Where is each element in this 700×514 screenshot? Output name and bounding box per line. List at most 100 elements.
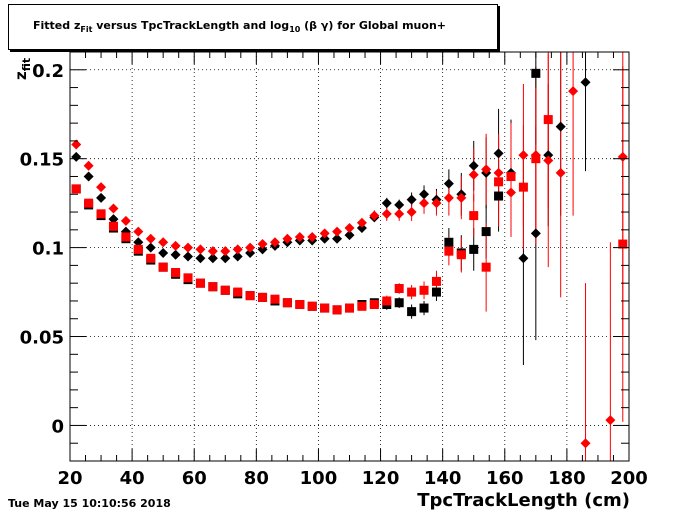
- square-marker: [245, 291, 255, 301]
- square-marker: [407, 287, 417, 297]
- square-marker: [220, 285, 230, 295]
- diamond-marker: [120, 215, 131, 226]
- diamond-marker: [307, 231, 318, 242]
- x-tick-label: 20: [57, 468, 82, 489]
- diamond-marker: [394, 199, 405, 210]
- diamond-marker: [356, 223, 367, 234]
- diamond-marker: [232, 244, 243, 255]
- diamond-marker: [319, 233, 330, 244]
- square-marker: [258, 292, 268, 302]
- square-marker: [531, 154, 541, 164]
- square-marker: [481, 262, 491, 272]
- square-marker: [481, 227, 491, 237]
- diamond-marker: [419, 189, 430, 200]
- diamond-marker: [220, 253, 231, 264]
- square-marker: [469, 244, 479, 254]
- diamond-marker: [282, 233, 293, 244]
- diamond-marker: [543, 155, 554, 166]
- square-marker: [121, 232, 131, 242]
- square-marker: [419, 285, 429, 295]
- square-marker: [208, 282, 218, 292]
- diamond-marker: [369, 210, 380, 221]
- diamond-marker: [406, 207, 417, 218]
- diamond-marker: [530, 228, 541, 239]
- square-marker: [543, 115, 553, 125]
- y-tick-label: 0.2: [32, 61, 64, 82]
- square-marker: [494, 177, 504, 187]
- diamond-marker: [344, 230, 355, 241]
- diamond-marker: [468, 169, 479, 180]
- square-marker: [531, 68, 541, 78]
- square-marker: [456, 250, 466, 260]
- diamond-marker: [543, 150, 554, 161]
- diamond-marker: [232, 251, 243, 262]
- square-marker: [444, 246, 454, 256]
- x-tick-label: 120: [362, 468, 400, 489]
- x-tick-label: 60: [182, 468, 207, 489]
- square-marker: [295, 300, 305, 310]
- square-marker: [183, 273, 193, 283]
- diamond-marker: [555, 167, 566, 178]
- diamond-marker: [468, 160, 479, 171]
- square-marker: [394, 284, 404, 294]
- square-marker: [357, 301, 367, 311]
- diamond-marker: [83, 171, 94, 182]
- diamond-marker: [207, 246, 218, 257]
- diamond-marker: [220, 246, 231, 257]
- data-markers: [71, 68, 628, 449]
- diamond-marker: [381, 208, 392, 219]
- y-tick-label: 0: [51, 416, 64, 437]
- diamond-marker: [195, 253, 206, 264]
- square-marker: [369, 300, 379, 310]
- x-tick-label: 40: [120, 468, 145, 489]
- square-marker: [71, 184, 81, 194]
- square-marker: [108, 221, 118, 231]
- diamond-marker: [332, 233, 343, 244]
- x-tick-label: 140: [424, 468, 462, 489]
- diamond-marker: [96, 192, 107, 203]
- diamond-marker: [108, 203, 119, 214]
- square-marker: [345, 303, 354, 313]
- diamond-marker: [555, 121, 566, 132]
- diamond-marker: [381, 198, 392, 209]
- diamond-marker: [319, 228, 330, 239]
- diamond-marker: [518, 150, 529, 161]
- diamond-marker: [257, 239, 268, 250]
- y-tick-label: 0.05: [20, 328, 64, 349]
- diamond-marker: [83, 160, 94, 171]
- x-axis-label: TpcTrackLength (cm): [417, 490, 630, 511]
- square-marker: [233, 287, 243, 297]
- diamond-marker: [170, 249, 181, 260]
- axis-ticks: [69, 51, 630, 462]
- x-tick-label: 80: [244, 468, 269, 489]
- diamond-marker: [443, 178, 454, 189]
- diamond-marker: [356, 217, 367, 228]
- y-axis-label: zfit: [12, 57, 33, 80]
- square-marker: [195, 278, 205, 288]
- square-marker: [84, 198, 94, 208]
- square-marker: [444, 237, 454, 247]
- square-marker: [270, 294, 280, 304]
- diamond-marker: [344, 223, 355, 234]
- square-marker: [133, 244, 143, 254]
- diamond-marker: [158, 247, 169, 258]
- square-marker: [320, 303, 330, 313]
- x-tick-label: 100: [300, 468, 338, 489]
- x-tick-label: 200: [610, 468, 648, 489]
- diamond-marker: [158, 237, 169, 248]
- square-marker: [431, 276, 441, 286]
- square-marker: [96, 209, 106, 219]
- diamond-marker: [133, 237, 144, 248]
- diamond-marker: [605, 415, 616, 426]
- diamond-marker: [145, 233, 156, 244]
- x-tick-label: 160: [486, 468, 524, 489]
- x-tick-label: 180: [548, 468, 586, 489]
- diamond-marker: [568, 86, 579, 97]
- diamond-marker: [443, 192, 454, 203]
- y-tick-label: 0.15: [20, 150, 64, 171]
- x-tick-labels: 20 40 60 80 100 120 140 160 180 200: [57, 468, 647, 489]
- diamond-marker: [481, 164, 492, 175]
- error-bars: [72, 52, 627, 461]
- square-marker: [382, 296, 392, 306]
- square-marker: [431, 287, 441, 297]
